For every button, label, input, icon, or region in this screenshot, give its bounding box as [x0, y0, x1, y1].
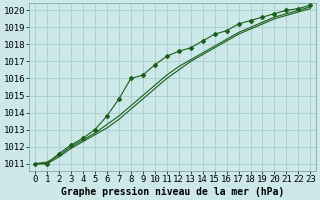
X-axis label: Graphe pression niveau de la mer (hPa): Graphe pression niveau de la mer (hPa) [61, 186, 284, 197]
